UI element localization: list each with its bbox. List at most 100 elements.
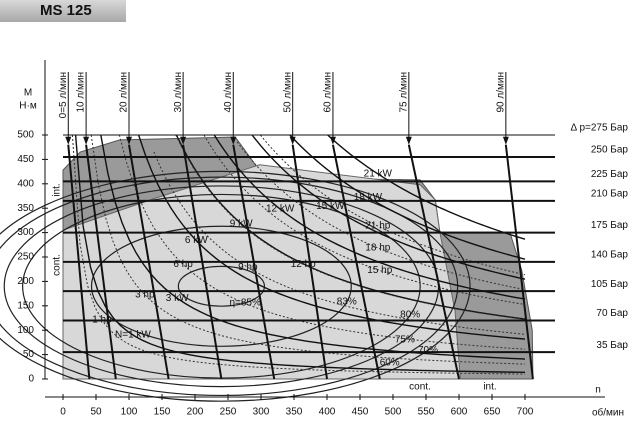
x-tick-label: 0 [60, 407, 66, 418]
power-hp-label: 6 hp [173, 259, 193, 270]
power-hp-label: 18 hp [365, 243, 390, 254]
y-tick-label: 0 [28, 374, 34, 385]
power-kw-label: 3 kW [166, 293, 189, 304]
power-hp-label: 12 hp [291, 259, 316, 270]
flow-label: 0=5 л/мин [58, 72, 69, 118]
x-tick-label: 450 [352, 407, 369, 418]
x-tick-label: 600 [451, 407, 468, 418]
efficiency-label: 75% [395, 335, 415, 346]
y-label: M [24, 88, 32, 99]
y-tick-label: 250 [17, 252, 34, 263]
y-tick-label: 400 [17, 178, 34, 189]
x-tick-label: 100 [121, 407, 138, 418]
efficiency-label: η=85% [229, 298, 261, 309]
flow-arrow [65, 136, 72, 145]
cont-label-bottom: cont. [409, 382, 431, 393]
flow-label: 10 л/мин [76, 72, 87, 113]
efficiency-label: 70% [418, 345, 438, 356]
pressure-label: 175 Бар [591, 220, 629, 231]
pressure-label: 105 Бар [591, 279, 629, 290]
x-tick-label: 350 [286, 407, 303, 418]
title: MS 125 [0, 0, 126, 22]
flow-line [85, 144, 117, 380]
flow-label: 40 л/мин [223, 72, 234, 113]
power-kw-label: 18 kW [354, 192, 383, 203]
power-kw-curve [137, 134, 526, 340]
continuous-region [62, 164, 461, 380]
power-hp-label: 15 hp [367, 265, 392, 276]
power-hp-curve [118, 134, 526, 350]
power-kw-curve [213, 134, 526, 300]
x-unit: об/мин [592, 407, 624, 419]
pressure-label: 35 Бар [596, 340, 628, 351]
flow-arrow [126, 136, 132, 145]
y-unit: Н·м [19, 101, 37, 112]
flow-arrow [289, 136, 296, 145]
power-kw-label: N=1 kW [115, 330, 151, 341]
pressure-label: 140 Бар [591, 250, 629, 261]
flow-line [291, 144, 328, 380]
x-label: n [595, 385, 601, 396]
x-tick-label: 700 [517, 407, 534, 418]
y-tick-label: 300 [17, 227, 34, 238]
pressure-label: 225 Бар [591, 169, 629, 180]
flow-line [232, 144, 276, 380]
efficiency-contour [90, 225, 352, 347]
flow-label: 60 л/мин [323, 72, 334, 113]
x-tick-label: 50 [90, 407, 102, 418]
flow-arrow [83, 136, 90, 145]
power-kw-label: 12 kW [266, 204, 295, 215]
flow-line [331, 144, 381, 380]
pressure-label: 250 Бар [591, 145, 629, 156]
flow-line [67, 144, 91, 380]
x-tick-label: 650 [484, 407, 501, 418]
flow-line [182, 144, 223, 380]
flow-label: 20 л/мин [119, 72, 130, 113]
power-kw-label: 21 kW [364, 168, 393, 179]
power-hp-curve [153, 151, 526, 335]
x-tick-label: 200 [187, 407, 204, 418]
x-tick-label: 150 [154, 407, 171, 418]
efficiency-contour [0, 176, 459, 397]
flow-line [407, 144, 460, 380]
power-kw-curve [74, 134, 526, 374]
int-label-bottom: int. [483, 382, 496, 393]
y-tick-label: 500 [17, 130, 34, 141]
flow-label: 90 л/мин [496, 72, 507, 113]
power-hp-curve [71, 134, 526, 375]
flow-arrow [405, 136, 412, 145]
x-tick-label: 400 [319, 407, 336, 418]
power-hp-curve [90, 134, 526, 365]
cont-label-left: cont. [52, 254, 63, 276]
flow-label: 50 л/мин [282, 72, 293, 113]
y-tick-label: 100 [17, 325, 34, 336]
flow-arrow [329, 136, 336, 145]
pressure-label: 70 Бар [596, 308, 628, 319]
efficiency-label: 60% [380, 358, 400, 369]
x-tick-label: 550 [418, 407, 435, 418]
x-tick-label: 250 [220, 407, 237, 418]
pressure-label: 210 Бар [591, 189, 629, 200]
y-tick-label: 150 [17, 300, 34, 311]
y-tick-label: 50 [23, 349, 35, 360]
power-kw-curve [289, 134, 526, 260]
flow-label: 30 л/мин [173, 72, 184, 113]
flow-label: 75 л/мин [398, 72, 409, 113]
efficiency-contour [177, 265, 266, 307]
y-tick-label: 200 [17, 276, 34, 287]
int-label-left: int. [52, 183, 63, 196]
pressure-label: Δ p=275 Бар [571, 123, 629, 134]
power-hp-curve [175, 134, 526, 320]
flow-arrow [180, 136, 187, 145]
flow-arrow [230, 136, 237, 145]
x-tick-label: 500 [385, 407, 402, 418]
power-kw-label: 9 kW [230, 218, 253, 229]
x-tick-label: 300 [253, 407, 270, 418]
power-hp-label: 3 hp [135, 290, 155, 301]
power-kw-label: 15 kW [316, 201, 345, 212]
power-hp-label: 9 hp [238, 262, 258, 273]
power-kw-label: 6 kW [185, 235, 208, 246]
flow-line [504, 144, 534, 380]
